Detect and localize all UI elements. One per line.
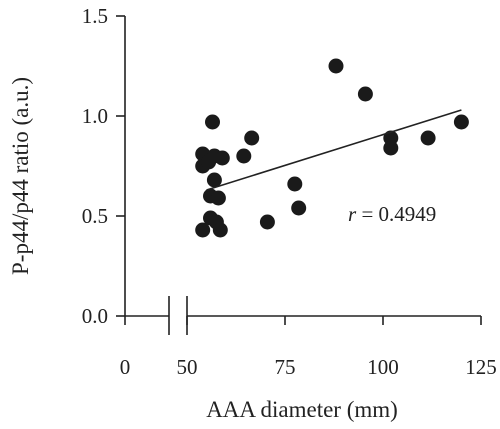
data-points — [195, 58, 469, 238]
data-point — [287, 176, 303, 192]
y-tick-label: 1.0 — [82, 104, 108, 128]
y-tick-label: 0.0 — [82, 304, 108, 328]
data-point — [195, 222, 211, 238]
data-point — [205, 114, 220, 130]
data-point — [236, 148, 252, 164]
data-point — [244, 130, 260, 146]
r-value: = 0.4949 — [356, 202, 436, 226]
x-tick-label: 100 — [367, 355, 399, 379]
x-tick-label: 50 — [177, 355, 198, 379]
data-point — [328, 58, 344, 74]
data-point — [291, 200, 307, 216]
data-point — [420, 130, 436, 146]
x-axis: 0 50 75 100 125 — [120, 296, 497, 379]
x-axis-title: AAA diameter (mm) — [206, 397, 398, 422]
data-point — [453, 114, 469, 130]
y-axis: 0.0 0.5 1.0 1.5 — [82, 4, 126, 328]
x-tick-label: 0 — [120, 355, 131, 379]
data-point — [210, 190, 226, 206]
data-point — [212, 222, 228, 238]
data-point — [357, 86, 373, 102]
y-tick-label: 0.5 — [82, 204, 108, 228]
data-point — [259, 214, 275, 230]
data-point — [214, 150, 230, 166]
data-point — [206, 172, 222, 188]
y-axis-title: P-p44/p44 ratio (a.u.) — [8, 77, 33, 275]
r-symbol: r — [348, 202, 357, 226]
correlation-annotation: r = 0.4949 — [348, 202, 436, 226]
regression-line — [206, 109, 462, 191]
x-tick-label: 75 — [275, 355, 296, 379]
data-point — [383, 140, 399, 156]
x-tick-label: 125 — [465, 355, 497, 379]
y-tick-label: 1.5 — [82, 4, 108, 28]
